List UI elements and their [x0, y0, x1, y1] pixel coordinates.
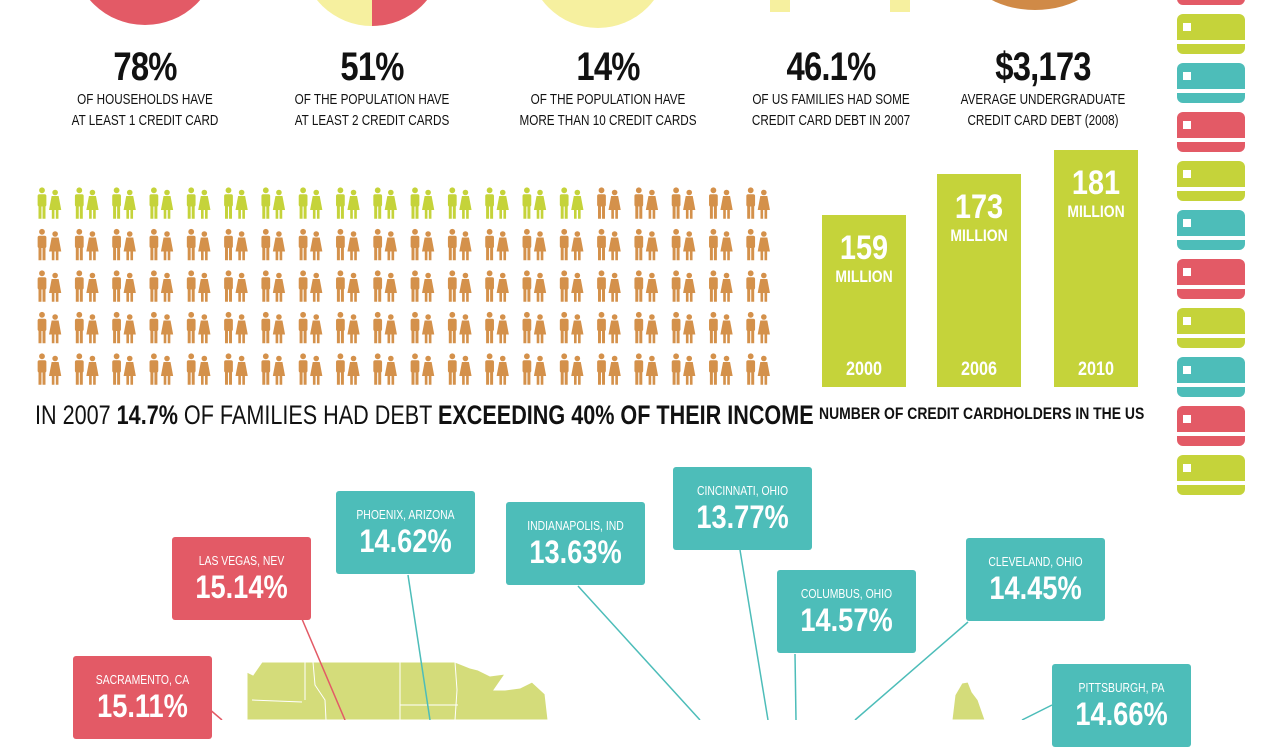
bar-unit: MILLION: [950, 225, 1008, 245]
stat-desc: CREDIT CARD DEBT IN 2007: [751, 112, 911, 129]
stat-desc: AT LEAST 2 CREDIT CARDS: [294, 112, 450, 129]
city-value: 14.66%: [1075, 696, 1168, 732]
city-name: SACRAMENTO, CA: [95, 672, 190, 687]
city-value: 14.45%: [989, 570, 1082, 606]
ten-cards-pie-icon: [542, 0, 654, 28]
credit-card-icon: [1177, 406, 1245, 446]
credit-card-icon: [1177, 357, 1245, 397]
stat-desc: MORE THAN 10 CREDIT CARDS: [519, 112, 697, 129]
bar-2000: 159 MILLION 2000: [822, 215, 906, 387]
bar-unit: MILLION: [1067, 202, 1125, 222]
bar-year: 2010: [1078, 359, 1114, 380]
city-callout: PITTSBURGH, PA 14.66%: [1052, 664, 1191, 747]
credit-card-icon: [1177, 259, 1245, 299]
credit-card-icon: [1177, 112, 1245, 152]
stat-value: $3,173: [995, 45, 1091, 89]
city-value: 13.77%: [696, 499, 789, 535]
stat-desc: OF US FAMILIES HAD SOME: [752, 91, 910, 108]
credit-card-icon: [1177, 63, 1245, 103]
chart-title: NUMBER OF CREDIT CARDHOLDERS IN THE US: [819, 404, 1145, 423]
city-callout: SACRAMENTO, CA 15.11%: [73, 656, 212, 739]
city-value: 14.62%: [359, 523, 452, 559]
bar-year: 2006: [961, 359, 997, 380]
bar-value: 173: [954, 187, 1004, 226]
stat-desc: AVERAGE UNDERGRADUATE: [960, 91, 1126, 108]
city-name: INDIANAPOLIS, IND: [527, 518, 624, 533]
caption-highlight: 14.7%: [116, 400, 178, 430]
city-callout: CINCINNATI, OHIO 13.77%: [673, 467, 812, 550]
caption-highlight: EXCEEDING 40% OF THEIR INCOME: [437, 400, 814, 430]
stat-households: 78% OF HOUSEHOLDS HAVE AT LEAST 1 CREDIT…: [25, 45, 265, 131]
city-value: 15.11%: [97, 688, 188, 724]
stat-value: 14%: [576, 45, 640, 89]
bar-year: 2000: [846, 359, 882, 380]
stat-desc: AT LEAST 1 CREDIT CARD: [71, 112, 219, 129]
map-mainland: [246, 661, 549, 720]
credit-card-icon: [1177, 308, 1245, 348]
city-name: COLUMBUS, OHIO: [800, 586, 893, 601]
bar-unit: MILLION: [835, 267, 893, 287]
city-value: 14.57%: [800, 602, 893, 638]
stat-desc: OF THE POPULATION HAVE: [530, 91, 686, 108]
city-value: 13.63%: [529, 534, 622, 570]
households-pie-icon: [89, 0, 201, 25]
stat-family-debt: 46.1% OF US FAMILIES HAD SOME CREDIT CAR…: [711, 45, 951, 131]
stat-desc: CREDIT CARD DEBT (2008): [967, 112, 1119, 129]
stat-two-cards: 51% OF THE POPULATION HAVE AT LEAST 2 CR…: [252, 45, 492, 131]
population-pie-icon: [316, 0, 428, 26]
caption-text: OF FAMILIES HAD DEBT: [177, 400, 438, 430]
credit-card-icon: [1177, 161, 1245, 201]
city-callout: PHOENIX, ARIZONA 14.62%: [336, 491, 475, 574]
bar-2010: 181 MILLION 2010: [1054, 150, 1138, 387]
credit-card-icon: [1177, 455, 1245, 495]
city-value: 15.14%: [195, 569, 288, 605]
bar-2006: 173 MILLION 2006: [937, 173, 1021, 387]
stat-desc: OF THE POPULATION HAVE: [294, 91, 450, 108]
stat-value: 51%: [340, 45, 404, 89]
city-name: PHOENIX, ARIZONA: [356, 507, 455, 522]
stat-value: 78%: [113, 45, 177, 89]
city-callout: CLEVELAND, OHIO 14.45%: [966, 538, 1105, 621]
stat-desc: OF HOUSEHOLDS HAVE: [77, 91, 213, 108]
wallet-icon: [991, 0, 1079, 10]
map-maine: [951, 681, 986, 720]
stat-undergrad-debt: $3,173 AVERAGE UNDERGRADUATE CREDIT CARD…: [923, 45, 1163, 131]
bar-value: 181: [1071, 164, 1121, 203]
caption-text: IN 2007: [35, 400, 117, 430]
credit-card-icon: [1177, 14, 1245, 54]
family-debt-caption: IN 2007 14.7% OF FAMILIES HAD DEBT EXCEE…: [35, 400, 814, 431]
city-name: LAS VEGAS, NEV: [198, 553, 285, 568]
city-name: PITTSBURGH, PA: [1078, 680, 1165, 695]
credit-card-icon: [1177, 210, 1245, 250]
debt-bars-icon: [770, 0, 910, 12]
top-graphics: [89, 0, 1079, 28]
stat-value: 46.1%: [786, 45, 877, 89]
bar-value: 159: [839, 229, 889, 268]
city-callout: INDIANAPOLIS, IND 13.63%: [506, 502, 645, 585]
city-callout: COLUMBUS, OHIO 14.57%: [777, 570, 916, 653]
us-map: [207, 549, 1053, 720]
stat-ten-cards: 14% OF THE POPULATION HAVE MORE THAN 10 …: [488, 45, 728, 131]
city-name: CLEVELAND, OHIO: [988, 554, 1083, 569]
credit-card-icon: [1177, 0, 1245, 5]
city-name: CINCINNATI, OHIO: [696, 483, 789, 498]
city-callout: LAS VEGAS, NEV 15.14%: [172, 537, 311, 620]
